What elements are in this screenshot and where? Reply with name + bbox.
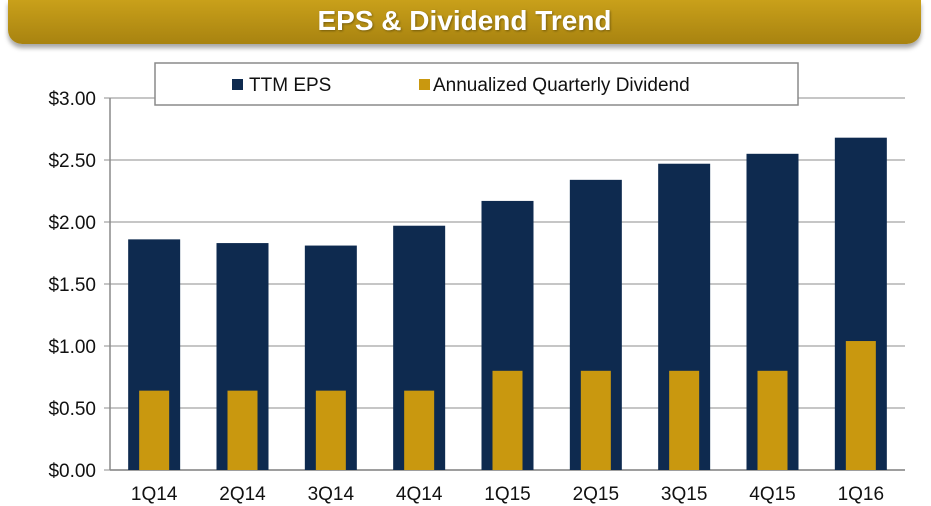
dividend-bar <box>227 390 258 470</box>
legend-swatch-dividend <box>419 79 430 90</box>
dividend-bar <box>845 341 876 470</box>
x-tick-label: 2Q15 <box>573 484 619 505</box>
x-tick-label: 4Q15 <box>749 484 795 505</box>
x-tick-label: 1Q16 <box>838 484 884 505</box>
y-tick-label: $1.00 <box>48 337 96 358</box>
dividend-bar <box>404 390 435 470</box>
x-tick-label: 3Q15 <box>661 484 707 505</box>
x-tick-label: 4Q14 <box>396 484 443 505</box>
dividend-bar <box>669 370 700 470</box>
x-tick-label: 2Q14 <box>219 484 266 505</box>
dividend-bar <box>492 370 523 470</box>
chart-title: EPS & Dividend Trend <box>317 5 612 36</box>
dividend-bar <box>757 370 788 470</box>
title-banner: EPS & Dividend Trend <box>8 0 921 44</box>
dividend-bar <box>139 390 170 470</box>
legend-label-eps: TTM EPS <box>249 75 331 96</box>
y-tick-label: $0.50 <box>48 399 96 420</box>
y-tick-label: $0.00 <box>48 461 96 482</box>
y-tick-label: $1.50 <box>48 275 96 296</box>
dividend-bar <box>315 390 346 470</box>
x-tick-label: 1Q15 <box>484 484 530 505</box>
x-tick-label: 1Q14 <box>131 484 178 505</box>
y-tick-label: $3.00 <box>48 89 96 110</box>
legend-swatch-eps <box>232 79 243 90</box>
dividend-bar <box>580 370 611 470</box>
legend-label-dividend: Annualized Quarterly Dividend <box>433 75 690 96</box>
y-tick-label: $2.00 <box>48 213 96 234</box>
y-tick-label: $2.50 <box>48 151 96 172</box>
x-tick-label: 3Q14 <box>308 484 355 505</box>
legend-box <box>154 62 799 106</box>
